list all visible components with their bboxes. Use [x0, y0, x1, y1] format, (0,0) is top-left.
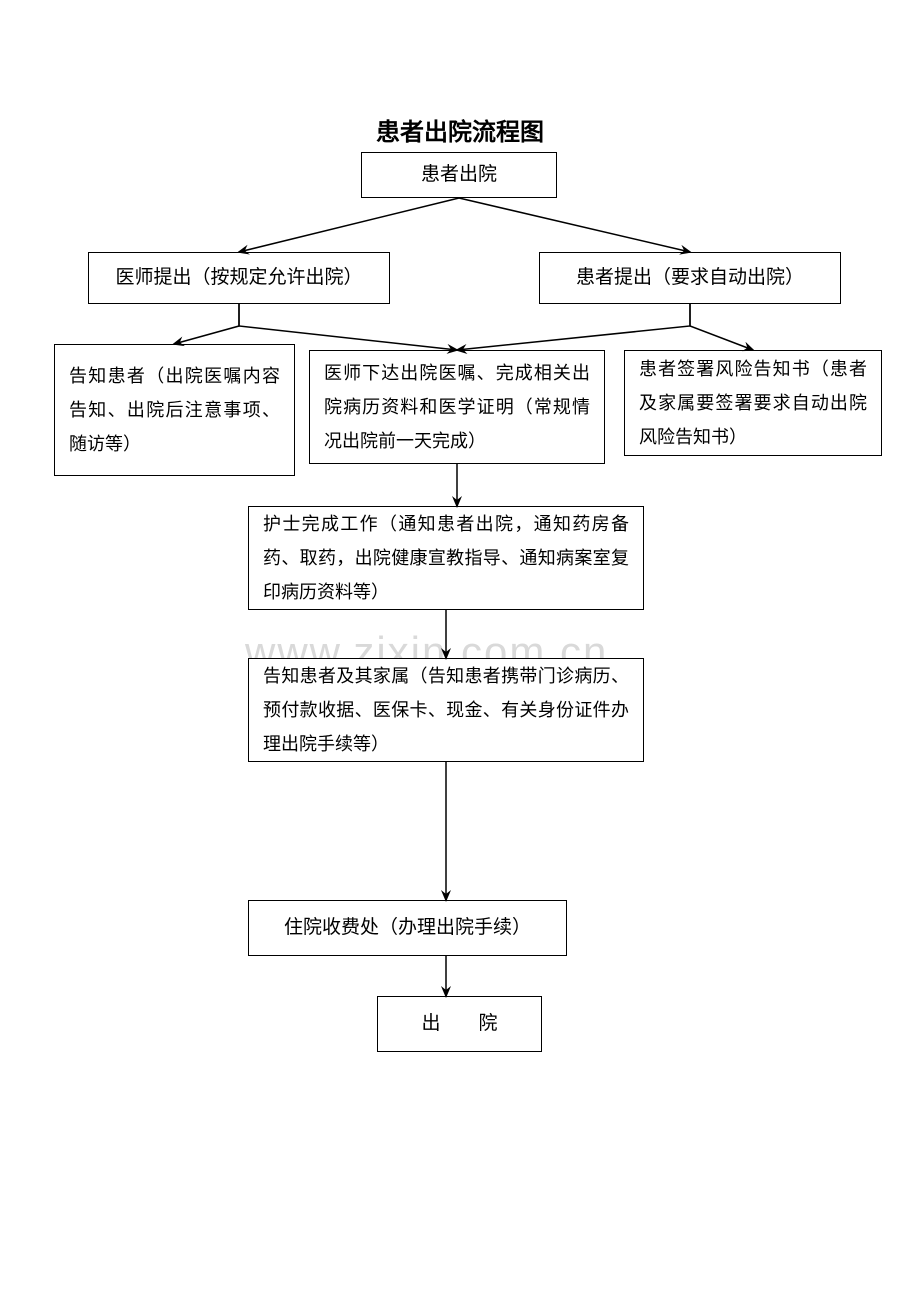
edge-start-to-patient_propose: [459, 198, 690, 252]
node-billing: 住院收费处（办理出院手续）: [248, 900, 567, 956]
edge-doctor_propose-to-inform_patient: [174, 304, 239, 344]
node-nurse-work: 护士完成工作（通知患者出院，通知药房备药、取药，出院健康宣教指导、通知病案室复印…: [248, 506, 644, 610]
node-discharge: 出 院: [377, 996, 542, 1052]
node-doctor-propose-label: 医师提出（按规定允许出院）: [103, 260, 375, 296]
edge-patient_propose-to-patient_sign: [690, 304, 753, 350]
node-patient-sign-label: 患者签署风险告知书（患者及家属要签署要求自动出院风险告知书）: [639, 352, 867, 455]
edge-start-to-doctor_propose: [239, 198, 459, 252]
node-nurse-work-label: 护士完成工作（通知患者出院，通知药房备药、取药，出院健康宣教指导、通知病案室复印…: [263, 507, 629, 610]
node-doctor-order-label: 医师下达出院医嘱、完成相关出院病历资料和医学证明（常规情况出院前一天完成）: [324, 356, 590, 459]
node-patient-propose-label: 患者提出（要求自动出院）: [554, 260, 826, 296]
node-patient-sign: 患者签署风险告知书（患者及家属要签署要求自动出院风险告知书）: [624, 350, 882, 456]
node-doctor-order: 医师下达出院医嘱、完成相关出院病历资料和医学证明（常规情况出院前一天完成）: [309, 350, 605, 464]
node-doctor-propose: 医师提出（按规定允许出院）: [88, 252, 390, 304]
node-patient-propose: 患者提出（要求自动出院）: [539, 252, 841, 304]
node-inform-family-label: 告知患者及其家属（告知患者携带门诊病历、预付款收据、医保卡、现金、有关身份证件办…: [263, 659, 629, 762]
node-start-label: 患者出院: [376, 157, 542, 193]
node-inform-patient: 告知患者（出院医嘱内容告知、出院后注意事项、随访等）: [54, 344, 295, 476]
node-inform-patient-label: 告知患者（出院医嘱内容告知、出院后注意事项、随访等）: [69, 359, 280, 462]
node-inform-family: 告知患者及其家属（告知患者携带门诊病历、预付款收据、医保卡、现金、有关身份证件办…: [248, 658, 644, 762]
node-start: 患者出院: [361, 152, 557, 198]
node-billing-label: 住院收费处（办理出院手续）: [263, 910, 552, 946]
diagram-title: 患者出院流程图: [0, 112, 920, 147]
node-discharge-label: 出 院: [392, 1006, 527, 1042]
edge-patient_propose-to-doctor_order: [457, 304, 690, 350]
